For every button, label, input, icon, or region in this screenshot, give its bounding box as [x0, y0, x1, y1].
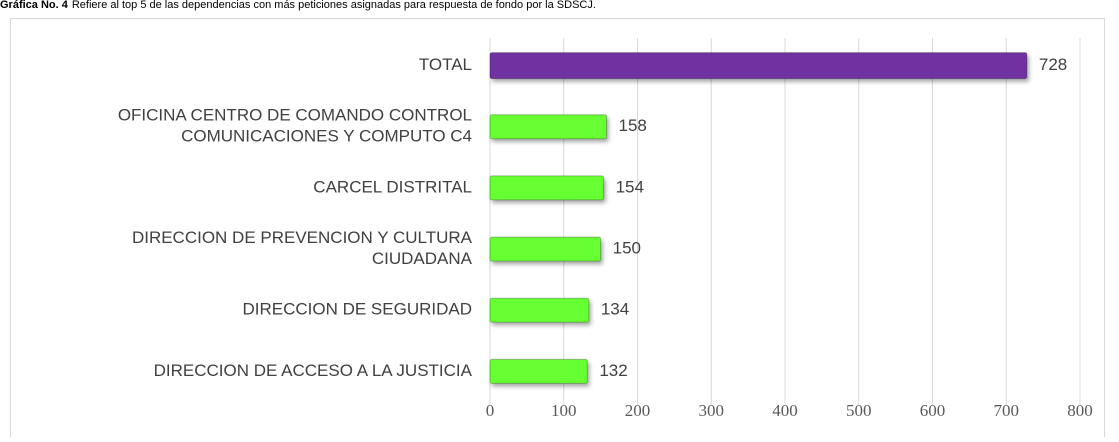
chart-title-line: Gráfica No. 4 Refiere al top 5 de las dep…: [0, 0, 596, 11]
y-tick-label: DIRECCION DE SEGURIDAD: [242, 300, 472, 319]
bar: [489, 297, 590, 323]
x-tick-label: 0: [486, 401, 495, 420]
y-tick-label: DIRECCION DE ACCESO A LA JUSTICIA: [154, 361, 473, 380]
y-tick-label: DIRECCION DE PREVENCION Y CULTURA: [132, 228, 473, 247]
value-label: 132: [599, 361, 627, 380]
value-label: 158: [619, 116, 647, 135]
y-tick-label: TOTAL: [419, 55, 472, 74]
x-tick-label: 800: [1067, 401, 1093, 420]
y-tick-label: COMUNICACIONES Y COMPUTO C4: [181, 127, 472, 146]
value-label: 134: [601, 300, 629, 319]
x-tick-label: 200: [625, 401, 651, 420]
value-label: 154: [616, 177, 644, 196]
x-tick-label: 300: [699, 401, 725, 420]
bar: [489, 358, 588, 384]
y-tick-label: CIUDADANA: [372, 249, 473, 268]
x-tick-label: 100: [551, 401, 577, 420]
bar: [489, 175, 605, 201]
bar: [489, 236, 602, 262]
x-tick-label: 700: [994, 401, 1020, 420]
y-tick-label: CARCEL DISTRITAL: [313, 177, 472, 196]
chart-title: Gráfica No. 4: [0, 0, 69, 11]
value-label: 728: [1039, 55, 1067, 74]
x-tick-label: 500: [846, 401, 872, 420]
bar: [489, 114, 608, 140]
y-tick-label: OFICINA CENTRO DE COMANDO CONTROL: [118, 106, 472, 125]
x-tick-label: 600: [920, 401, 946, 420]
bar: [489, 52, 1028, 80]
value-label: 150: [613, 239, 641, 258]
x-tick-label: 400: [772, 401, 798, 420]
chart-frame: [10, 18, 1105, 442]
chart-subtitle: Refiere al top 5 de las dependencias con…: [72, 0, 596, 11]
